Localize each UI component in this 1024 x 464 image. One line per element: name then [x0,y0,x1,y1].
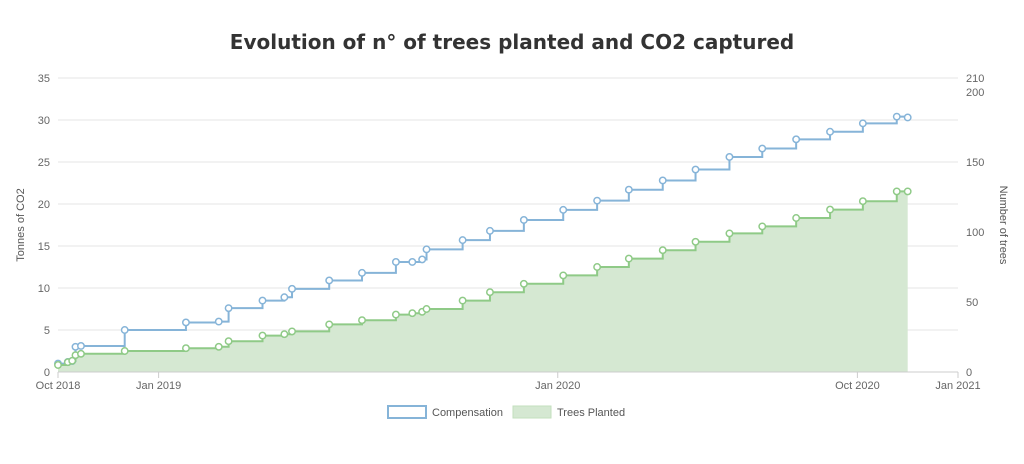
compensation-point [758,144,767,153]
trees-planted-point [658,246,667,255]
y-right-tick-label: 100 [966,227,984,239]
compensation-point [658,176,667,185]
compensation-point [214,317,223,326]
y-axis-left-title: Tonnes of CO2 [15,188,27,261]
compensation-point [486,226,494,235]
trees-planted-point [826,205,835,214]
legend-swatch [387,405,427,419]
y-left-tick-label: 10 [38,283,50,295]
trees-planted-point [858,197,867,206]
compensation-point [458,236,467,245]
trees-planted-point [391,310,400,319]
trees-planted-area [58,191,908,372]
trees-planted-point [458,296,467,305]
trees-planted-point [892,187,901,196]
y-right-tick-label: 210 [966,73,984,85]
legend-label: Compensation [432,407,503,419]
trees-planted-point [77,349,85,358]
compensation-point [408,258,417,266]
trees-planted-point [288,327,296,336]
trees-planted-point [758,222,767,231]
axes: 0 5 10 15 20 25 30 35 0 50 100 150 200 210 Oct 2018 Jan… [36,73,985,392]
trees-planted-point [280,330,289,339]
trees-planted-point [593,263,602,271]
y-right-tick-label: 0 [966,367,972,379]
trees-planted-point [422,305,431,313]
trees-planted-point [691,237,700,246]
x-tick-label: Jan 2020 [535,380,580,392]
y-left-tick-label: 15 [38,241,50,253]
compensation-point [288,284,296,293]
x-tick-label: Jan 2019 [136,380,181,392]
compensation-point [691,165,700,174]
legend-swatch [512,405,552,419]
trees-planted-point [120,347,129,355]
compensation-point [559,205,568,214]
x-tick-label: Oct 2020 [835,380,880,392]
compensation-point [224,304,233,313]
y-right-tick-label: 150 [966,157,984,169]
chart-title: Evolution of n° of trees planted and CO2… [229,30,795,54]
x-tick-label: Jan 2021 [935,380,980,392]
trees-planted-point [181,344,190,353]
compensation-point [422,245,431,254]
compensation-point [858,119,867,128]
compensation-point [181,318,190,327]
compensation-point [892,112,901,121]
compensation-point [325,276,334,285]
trees-planted-point [624,254,633,263]
trees-planted-point [358,316,366,325]
y-left-tick-label: 20 [38,199,50,211]
y-right-tick-label: 200 [966,87,984,99]
compensation-point [903,113,912,122]
y-left-tick-label: 0 [44,367,50,379]
trees-planted-point [792,214,801,222]
y-right-tick-label: 50 [966,297,978,309]
trees-planted-point [214,342,223,351]
compensation-point [418,255,427,264]
legend-label: Trees Planted [557,407,625,419]
trees-planted-point [725,229,734,238]
legend[interactable]: Compensation Trees Planted [387,405,625,419]
y-left-tick-label: 5 [44,325,50,337]
x-tick-label: Oct 2018 [36,380,81,392]
compensation-point [519,216,528,224]
trees-planted-point [408,309,417,318]
trees-planted-point [325,320,334,329]
compensation-point [624,185,633,194]
trees-planted-point [519,279,528,288]
trees-planted-point [903,187,912,196]
compensation-point [826,127,835,136]
trees-planted-point [224,337,233,346]
compensation-point [358,268,366,277]
trees-planted-point [559,271,568,280]
legend-item[interactable]: Compensation [387,405,503,419]
trees-planted-point [54,361,62,369]
y-left-tick-label: 25 [38,157,50,169]
compensation-point [120,326,129,334]
compensation-point [77,342,85,350]
compensation-point [593,196,602,205]
trees-planted-point [258,331,267,340]
trees-area [58,191,908,372]
compensation-point [280,293,289,302]
y-axis-right-title: Number of trees [997,186,1009,265]
compensation-point [258,296,267,305]
legend-item[interactable]: Trees Planted [512,405,625,419]
trees-planted-point [68,356,77,365]
y-left-tick-label: 30 [38,115,50,127]
compensation-point [391,258,400,266]
series-markers [54,112,912,369]
trees-planted-point [486,288,494,297]
compensation-point [725,153,734,161]
compensation-point [792,135,801,144]
y-left-tick-label: 35 [38,73,50,85]
